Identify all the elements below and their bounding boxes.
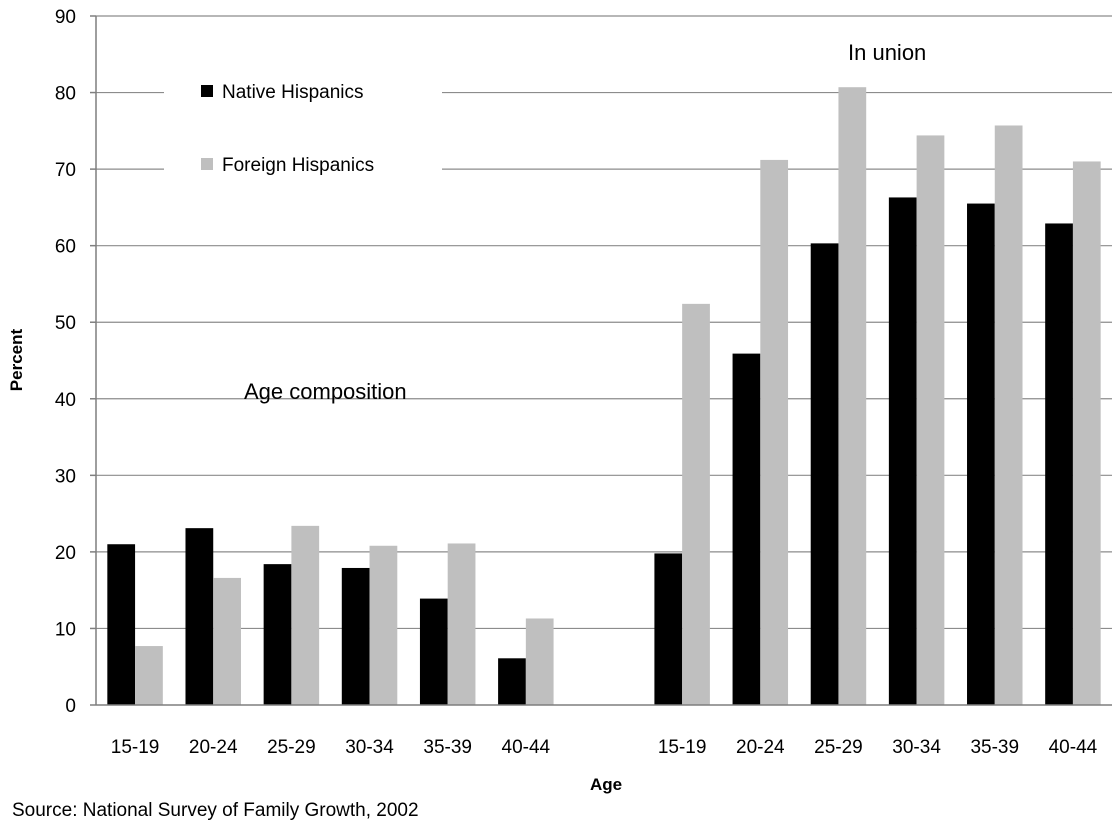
- bars: [107, 87, 1101, 706]
- y-tick-label: 90: [55, 7, 76, 28]
- x-tick-label: 15-19: [111, 737, 160, 758]
- bar-foreign-age-comp-30-34: [369, 545, 398, 705]
- axes: [90, 15, 1112, 706]
- y-tick-label: 30: [55, 466, 76, 487]
- bar-native-age-comp-30-34: [341, 567, 370, 705]
- bar-native-age-comp-40-44: [498, 658, 526, 705]
- x-tick-label: 25-29: [814, 737, 863, 758]
- legend-swatch-foreign: [201, 158, 213, 170]
- bar-foreign-age-comp-20-24: [213, 577, 241, 705]
- x-axis-title: Age: [590, 775, 622, 794]
- bar-foreign-in-union-20-24: [760, 159, 789, 705]
- y-tick-label: 10: [55, 619, 76, 640]
- x-tick-label: 20-24: [189, 737, 238, 758]
- legend-label-foreign: Foreign Hispanics: [222, 155, 374, 176]
- legend-label-native: Native Hispanics: [222, 82, 364, 103]
- x-tick-labels: 15-19 20-24 25-29 30-34 35-39 40-44 15-19 20-24…: [111, 737, 1098, 758]
- x-tick-label: 30-34: [892, 737, 941, 758]
- bar-foreign-in-union-25-29: [838, 87, 867, 706]
- bar-native-in-union-20-24: [732, 353, 761, 705]
- bar-native-age-comp-25-29: [263, 564, 292, 705]
- y-tick-label: 70: [55, 160, 76, 181]
- x-tick-label: 25-29: [267, 737, 316, 758]
- x-tick-label: 35-39: [970, 737, 1019, 758]
- bar-foreign-in-union-30-34: [916, 135, 945, 706]
- gridlines: [96, 15, 1112, 630]
- bar-foreign-age-comp-40-44: [525, 618, 554, 705]
- y-tick-label: 0: [65, 696, 76, 717]
- bar-native-in-union-15-19: [654, 553, 683, 705]
- y-tick-label: 20: [55, 543, 76, 564]
- bar-native-in-union-40-44: [1045, 223, 1073, 705]
- bar-foreign-age-comp-15-19: [135, 646, 163, 705]
- bar-foreign-age-comp-35-39: [447, 543, 476, 705]
- y-tick-label: 80: [55, 84, 76, 105]
- y-tick-label: 60: [55, 237, 76, 258]
- y-axis-title: Percent: [7, 328, 26, 391]
- annotation-age-composition: Age composition: [244, 379, 407, 404]
- bar-native-in-union-25-29: [810, 243, 839, 705]
- source-note: Source: National Survey of Family Growth…: [12, 800, 419, 821]
- annotation-in-union: In union: [848, 40, 926, 65]
- x-tick-label: 30-34: [345, 737, 394, 758]
- x-tick-label: 20-24: [736, 737, 785, 758]
- bar-foreign-age-comp-25-29: [291, 525, 320, 705]
- y-tick-label: 50: [55, 313, 76, 334]
- bar-native-in-union-30-34: [888, 197, 917, 706]
- bar-foreign-in-union-15-19: [682, 303, 710, 705]
- bar-native-in-union-35-39: [967, 203, 995, 706]
- bar-native-age-comp-15-19: [107, 544, 136, 705]
- y-tick-label: 40: [55, 390, 76, 411]
- bar-native-age-comp-20-24: [185, 528, 214, 705]
- y-tick-labels: 0 10 20 30 40 50 60 70 80 90: [55, 7, 76, 717]
- x-tick-label: 40-44: [502, 737, 551, 758]
- bar-native-age-comp-35-39: [419, 598, 448, 705]
- x-tick-label: 35-39: [423, 737, 472, 758]
- x-tick-label: 15-19: [658, 737, 707, 758]
- bar-foreign-in-union-40-44: [1072, 161, 1101, 705]
- bar-chart: 0 10 20 30 40 50 60 70 80 90 15-19 20-24 25-29 30-34…: [7, 7, 1112, 794]
- bar-foreign-in-union-35-39: [994, 125, 1023, 706]
- x-tick-label: 40-44: [1049, 737, 1098, 758]
- legend-swatch-native: [201, 85, 213, 97]
- legend: Native Hispanics Foreign Hispanics: [201, 82, 374, 176]
